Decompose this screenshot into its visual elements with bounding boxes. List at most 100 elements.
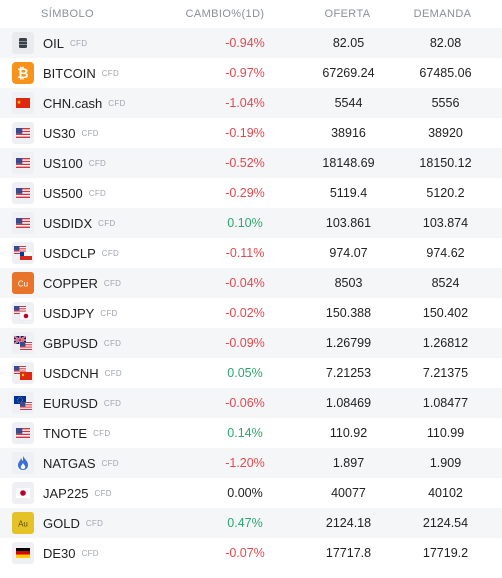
table-row[interactable]: USDCLP CFD -0.11% 974.07 974.62 [0, 238, 502, 268]
cfd-badge: CFD [101, 248, 120, 258]
cfd-badge: CFD [101, 68, 120, 78]
column-header-symbol[interactable]: SÍMBOLO [41, 8, 94, 20]
bid-cell[interactable]: 17717.8 [325, 546, 372, 560]
cfd-badge: CFD [93, 428, 111, 438]
bid-cell[interactable]: 110.92 [329, 426, 368, 440]
symbol-cell: US30 CFD [0, 122, 190, 144]
ask-cell[interactable]: 1.26812 [422, 336, 469, 350]
symbol-cell: Au GOLD CFD [0, 512, 190, 534]
table-row[interactable]: ₿ BITCOIN CFD -0.97% 67269.24 67485.06 [0, 58, 502, 88]
symbol-cell: OIL CFD [0, 32, 190, 54]
ask-cell[interactable]: 1.909 [429, 456, 462, 470]
bid-cell[interactable]: 5544 [334, 96, 363, 110]
ask-cell[interactable]: 40102 [428, 486, 463, 500]
table-row[interactable]: OIL CFD -0.94% 82.05 82.08 [0, 28, 502, 58]
column-header-change[interactable]: CAMBIO%(1D) [185, 8, 265, 20]
bid-cell[interactable]: 40077 [331, 486, 366, 500]
table-row[interactable]: Au GOLD CFD 0.47% 2124.18 2124.54 [0, 508, 502, 538]
change-cell: 0.14% [227, 426, 263, 440]
copper-icon: Cu [12, 272, 34, 294]
svg-text:₿: ₿ [17, 65, 28, 81]
bid-cell[interactable]: 18148.69 [322, 156, 375, 170]
bid-cell[interactable]: 974.07 [329, 246, 368, 260]
table-row[interactable]: NATGAS CFD -1.20% 1.897 1.909 [0, 448, 502, 478]
bid-cell[interactable]: 103.861 [325, 216, 372, 230]
table-row[interactable]: CHN.cash CFD -1.04% 5544 5556 [0, 88, 502, 118]
symbol-name: US500 [43, 185, 83, 201]
table-row[interactable]: USDIDX CFD 0.10% 103.861 103.874 [0, 208, 502, 238]
change-cell: -0.02% [225, 306, 265, 320]
symbol-name: GOLD [43, 515, 80, 531]
symbol-cell: TNOTE CFD [0, 422, 190, 444]
table-row[interactable]: JAP225 CFD 0.00% 40077 40102 [0, 478, 502, 508]
ask-cell[interactable]: 2124.54 [422, 516, 469, 530]
symbol-name: OIL [43, 35, 64, 51]
cfd-badge: CFD [88, 188, 107, 198]
gold-icon: Au [12, 512, 34, 534]
symbol-cell: GBPUSD CFD [0, 332, 190, 354]
ask-cell[interactable]: 5556 [431, 96, 460, 110]
symbol-cell: USDCNH CFD [0, 362, 190, 384]
table-row[interactable]: GBPUSD CFD -0.09% 1.26799 1.26812 [0, 328, 502, 358]
ask-cell[interactable]: 103.874 [422, 216, 469, 230]
ask-cell[interactable]: 82.08 [429, 36, 462, 50]
symbol-name: TNOTE [43, 425, 88, 441]
bid-cell[interactable]: 150.388 [325, 306, 372, 320]
ask-cell[interactable]: 8524 [431, 276, 460, 290]
symbol-cell: US500 CFD [0, 182, 190, 204]
change-cell: -0.07% [225, 546, 265, 560]
table-row[interactable]: Cu COPPER CFD -0.04% 8503 8524 [0, 268, 502, 298]
bid-cell[interactable]: 38916 [331, 126, 366, 140]
ask-cell[interactable]: 7.21375 [422, 366, 469, 380]
symbol-name: US30 [43, 125, 76, 141]
us-japan-flags-icon [12, 302, 34, 324]
table-row[interactable]: US500 CFD -0.29% 5119.4 5120.2 [0, 178, 502, 208]
table-row[interactable]: US100 CFD -0.52% 18148.69 18150.12 [0, 148, 502, 178]
change-cell: -0.97% [225, 66, 265, 80]
table-row[interactable]: USDJPY CFD -0.02% 150.388 150.402 [0, 298, 502, 328]
ask-cell[interactable]: 17719.2 [422, 546, 469, 560]
bitcoin-icon: ₿ [12, 62, 34, 84]
svg-text:Au: Au [18, 520, 28, 529]
bid-cell[interactable]: 2124.18 [325, 516, 372, 530]
symbol-name: USDCNH [43, 365, 99, 381]
ask-cell[interactable]: 38920 [428, 126, 463, 140]
ask-cell[interactable]: 110.99 [426, 426, 465, 440]
ask-cell[interactable]: 67485.06 [419, 66, 472, 80]
symbol-cell: DE30 CFD [0, 542, 190, 564]
column-header-bid[interactable]: OFERTA [324, 8, 371, 20]
table-row[interactable]: DE30 CFD -0.07% 17717.8 17719.2 [0, 538, 502, 568]
ask-cell[interactable]: 974.62 [426, 246, 465, 260]
bid-cell[interactable]: 1.08469 [325, 396, 372, 410]
ask-cell[interactable]: 1.08477 [422, 396, 469, 410]
column-header-ask[interactable]: DEMANDA [413, 8, 472, 20]
symbol-name: NATGAS [43, 455, 96, 471]
symbol-cell: US100 CFD [0, 152, 190, 174]
table-row[interactable]: EURUSD CFD -0.06% 1.08469 1.08477 [0, 388, 502, 418]
symbol-name: USDIDX [43, 215, 93, 231]
table-row[interactable]: USDCNH CFD 0.05% 7.21253 7.21375 [0, 358, 502, 388]
bid-cell[interactable]: 7.21253 [325, 366, 372, 380]
cfd-badge: CFD [101, 458, 119, 468]
cfd-badge: CFD [81, 128, 99, 138]
ask-cell[interactable]: 5120.2 [426, 186, 465, 200]
bid-cell[interactable]: 82.05 [332, 36, 365, 50]
bid-cell[interactable]: 1.897 [332, 456, 365, 470]
us-flag-icon [12, 122, 34, 144]
table-body: OIL CFD -0.94% 82.05 82.08 ₿ BITCOIN CFD -0.97% 6… [0, 28, 502, 568]
eu-us-flags-icon [12, 392, 34, 414]
ask-cell[interactable]: 150.402 [422, 306, 469, 320]
table-row[interactable]: US30 CFD -0.19% 38916 38920 [0, 118, 502, 148]
cfd-badge: CFD [103, 398, 122, 408]
table-row[interactable]: TNOTE CFD 0.14% 110.92 110.99 [0, 418, 502, 448]
bid-cell[interactable]: 67269.24 [322, 66, 375, 80]
bid-cell[interactable]: 8503 [334, 276, 363, 290]
ask-cell[interactable]: 18150.12 [419, 156, 472, 170]
bid-cell[interactable]: 1.26799 [325, 336, 372, 350]
bid-cell[interactable]: 5119.4 [329, 186, 368, 200]
oil-barrel-icon [12, 32, 34, 54]
cfd-badge: CFD [94, 488, 112, 498]
change-cell: -1.04% [225, 96, 265, 110]
symbol-cell: ₿ BITCOIN CFD [0, 62, 190, 84]
